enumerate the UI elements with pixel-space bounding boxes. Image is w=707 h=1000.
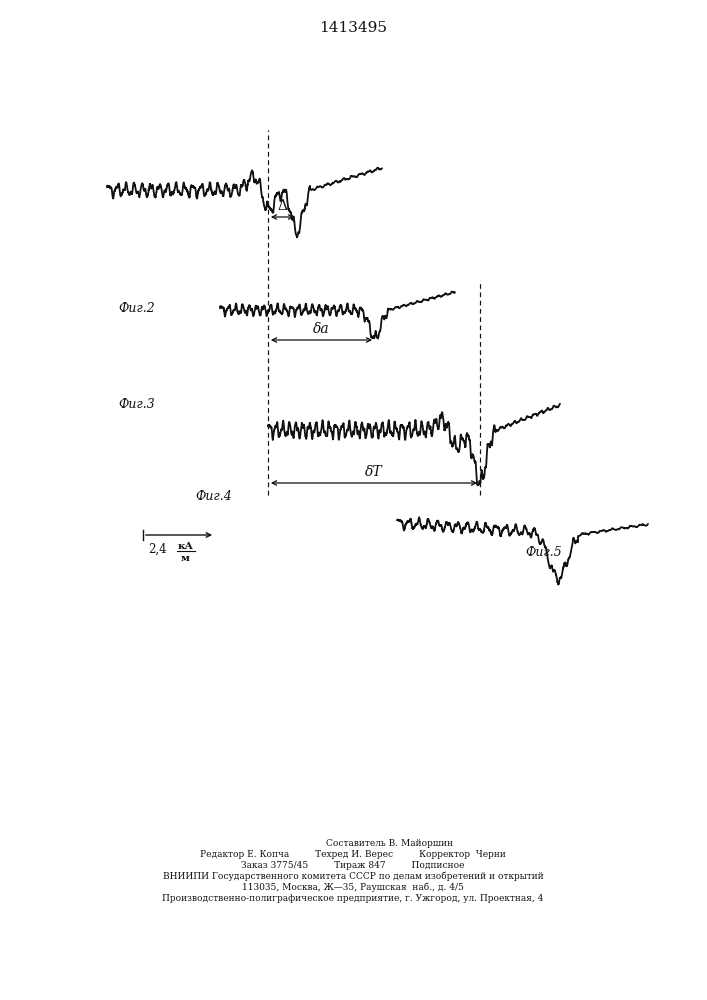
Text: м: м [181, 554, 190, 563]
Text: δT: δT [366, 465, 382, 479]
Text: Фиг.2: Фиг.2 [118, 302, 155, 314]
Text: Фиг.5: Фиг.5 [525, 546, 562, 558]
Text: кА: кА [178, 542, 194, 551]
Text: Заказ 3775/45         Тираж 847         Подписное: Заказ 3775/45 Тираж 847 Подписное [241, 861, 464, 870]
Text: 2,4: 2,4 [148, 543, 167, 556]
Text: Фиг.3: Фиг.3 [118, 398, 155, 412]
Text: Фиг.4: Фиг.4 [195, 490, 232, 504]
Text: δa: δa [313, 322, 329, 336]
Text: ВНИИПИ Государственного комитета СССР по делам изобретений и открытий: ВНИИПИ Государственного комитета СССР по… [163, 871, 544, 881]
Text: 113035, Москва, Ж—35, Раушская  наб., д. 4/5: 113035, Москва, Ж—35, Раушская наб., д. … [242, 882, 464, 892]
Text: Составитель В. Майоршин: Составитель В. Майоршин [327, 839, 454, 848]
Text: 1413495: 1413495 [319, 21, 387, 35]
Text: Редактор Е. Копча         Техред И. Верес         Корректор  Черни: Редактор Е. Копча Техред И. Верес Коррек… [200, 850, 506, 859]
Text: Производственно-полиграфическое предприятие, г. Ужгород, ул. Проектная, 4: Производственно-полиграфическое предприя… [163, 894, 544, 903]
Text: Δ: Δ [278, 199, 288, 213]
